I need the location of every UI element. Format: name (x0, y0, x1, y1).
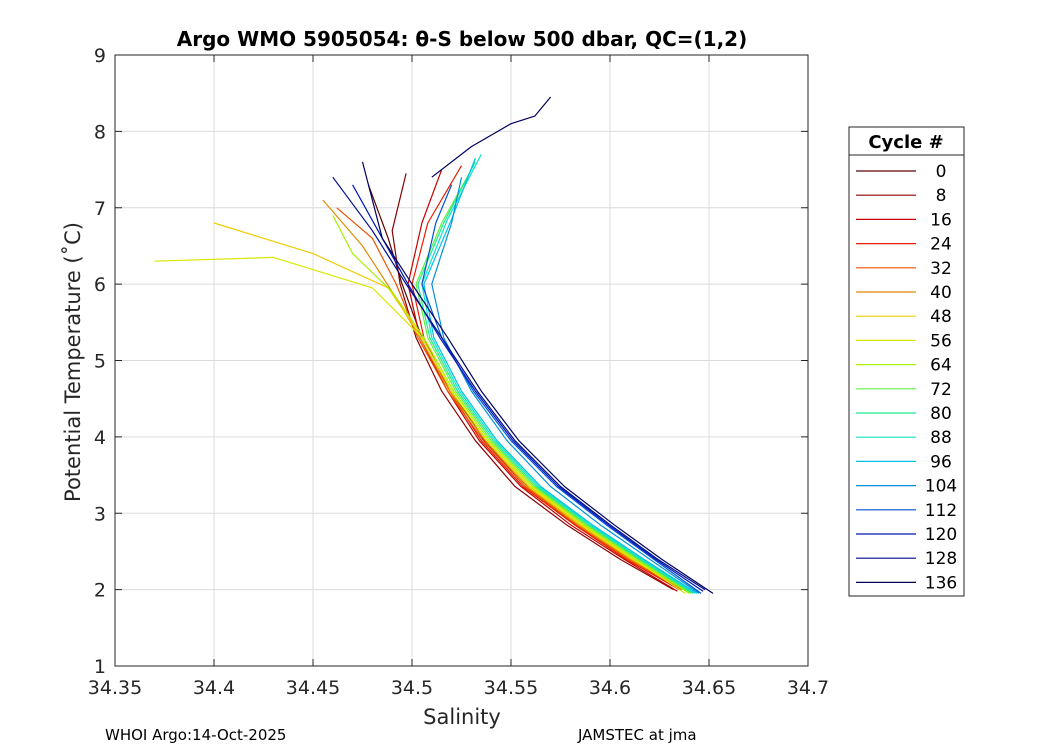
footer-source: WHOI Argo:14-Oct-2025 (105, 726, 287, 744)
legend: Cycle # 0 8 16 24 32 40 48 56 64 72 80 88 96 104 112 12… (848, 126, 965, 597)
series-group (154, 96, 714, 594)
series-line-cycle-8 (391, 173, 674, 591)
series-line-cycle-80 (417, 161, 694, 594)
series-line-cycle-120 (352, 184, 704, 592)
legend-entries: 0 8 16 24 32 40 48 56 64 72 80 88 96 104 112 120 128 136 (856, 162, 957, 593)
ticks: 34.35 34.4 34.45 34.5 34.55 34.6 34.65 34.7 1 2 3 4… (88, 45, 829, 699)
legend-title: Cycle # (868, 132, 943, 153)
x-tick-label: 34.7 (787, 677, 829, 699)
legend-label: 72 (930, 380, 952, 400)
legend-label: 88 (930, 428, 952, 448)
y-tick-label: 1 (94, 656, 106, 678)
chart-title: Argo WMO 5905054: θ-S below 500 dbar, QC… (177, 27, 747, 51)
y-tick-label: 4 (94, 427, 106, 449)
x-tick-label: 34.35 (88, 677, 142, 699)
legend-label: 24 (930, 235, 952, 255)
legend-label: 104 (925, 477, 957, 497)
y-tick-label: 7 (94, 198, 106, 220)
legend-label: 112 (925, 501, 957, 521)
legend-label: 64 (930, 356, 952, 376)
x-tick-label: 34.55 (484, 677, 538, 699)
legend-label: 32 (930, 259, 952, 279)
x-tick-label: 34.65 (682, 677, 736, 699)
series-line-cycle-136 (361, 161, 714, 594)
series-line-cycle-96 (423, 157, 698, 594)
series-line-cycle-40 (322, 199, 684, 591)
series-line-cycle-88 (421, 154, 696, 594)
legend-label: 8 (936, 186, 947, 206)
legend-label: 0 (936, 162, 947, 182)
legend-label: 128 (925, 549, 957, 569)
legend-label: 56 (930, 331, 952, 351)
series-line-cycle-112 (421, 184, 702, 594)
series-line-cycle-64 (332, 215, 690, 594)
series-line-cycle-56 (154, 256, 686, 594)
y-tick-label: 9 (94, 45, 106, 67)
legend-box (848, 126, 965, 597)
x-tick-label: 34.6 (589, 677, 631, 699)
series-line-cycle-104 (431, 177, 700, 594)
footer-credit: JAMSTEC at jma (578, 726, 697, 744)
y-axis-label: Potential Temperature (˚C) (61, 222, 85, 502)
legend-label: 40 (930, 283, 952, 303)
series-line-cycle-16 (407, 169, 678, 592)
y-tick-label: 2 (94, 580, 106, 602)
x-tick-label: 34.5 (391, 677, 433, 699)
legend-label: 120 (925, 525, 957, 545)
legend-label: 96 (930, 452, 952, 472)
y-tick-label: 3 (94, 503, 106, 525)
series-line-cycle-128 (332, 176, 706, 591)
legend-label: 16 (930, 210, 952, 230)
x-tick-label: 34.4 (193, 677, 235, 699)
legend-label: 136 (925, 573, 957, 593)
y-tick-label: 5 (94, 351, 106, 373)
y-tick-label: 8 (94, 121, 106, 143)
x-tick-label: 34.45 (286, 677, 340, 699)
series-line-cycle-136b (431, 96, 552, 178)
legend-label: 80 (930, 404, 952, 424)
series-line-cycle-32 (336, 207, 682, 591)
x-axis-label: Salinity (423, 705, 501, 729)
y-tick-label: 6 (94, 274, 106, 296)
legend-label: 48 (930, 307, 952, 327)
